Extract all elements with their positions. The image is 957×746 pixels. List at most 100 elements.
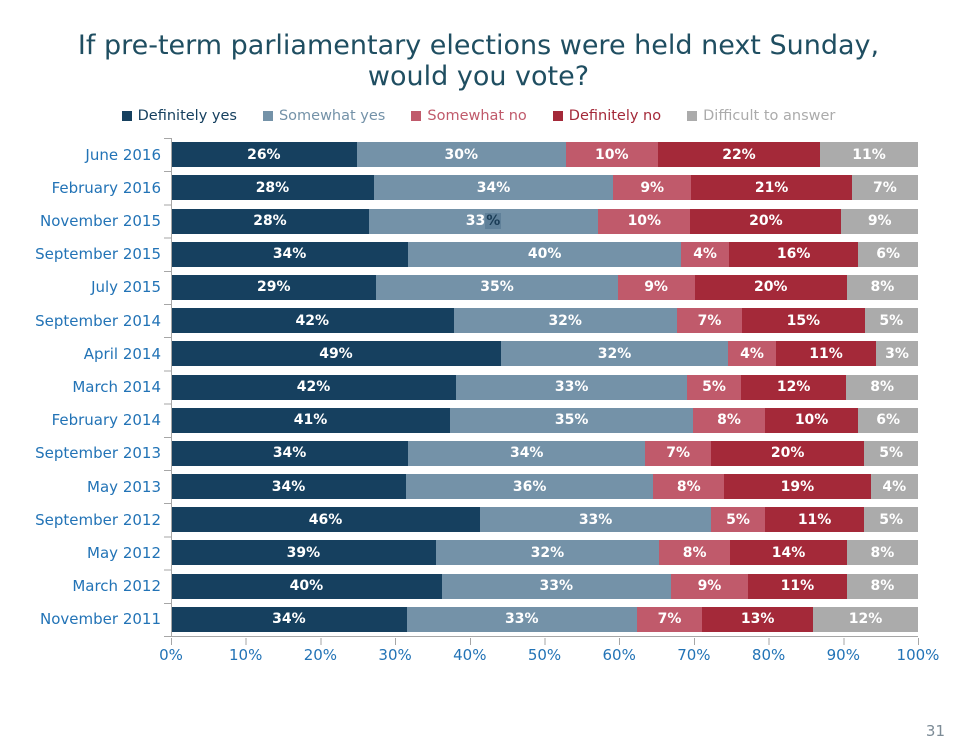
bar-segment: 40% <box>408 241 682 267</box>
bar-track: 34% 36% 8% 19% 4% <box>171 474 918 500</box>
x-axis-tick-label: 0% <box>159 646 183 665</box>
bar-value-label: 42% <box>295 312 330 329</box>
bar-value-label: 34% <box>476 179 511 196</box>
legend: Definitely yes Somewhat yes Somewhat no Def… <box>0 108 957 124</box>
bar-value-label: 20% <box>770 445 805 462</box>
bar-segment: 40% <box>171 573 442 599</box>
bar-value-label: 40% <box>289 578 324 595</box>
x-axis-tick-label: 50% <box>527 646 562 665</box>
bar-segment: 7% <box>851 175 918 201</box>
bar-segment: 11% <box>776 341 877 367</box>
bar-segment: 6% <box>858 241 919 267</box>
bar-segment: 34% <box>171 241 409 267</box>
bar-segment: 33% <box>456 374 688 400</box>
bar-segment: 6% <box>858 407 918 433</box>
bar-value-label: 8% <box>870 279 895 296</box>
bar-segment: 34% <box>171 474 407 500</box>
bar-track: 28% 33% 10% 20% 9% <box>171 208 919 234</box>
category-label: July 2015 <box>91 278 161 297</box>
bar-row: March 2014 42% 33% 5% 12% 8% <box>0 370 957 403</box>
x-axis <box>171 636 919 646</box>
bar-value-label: 33% <box>465 213 502 230</box>
x-axis-tick-label: 60% <box>602 646 636 665</box>
x-axis-tick-label: 100% <box>896 646 940 665</box>
category-label: April 2014 <box>83 344 161 363</box>
x-axis-tick-label: 70% <box>677 646 711 665</box>
bar-value-label: 49% <box>319 345 353 362</box>
bar-segment: 34% <box>408 440 646 466</box>
bar-track: 40% 33% 9% 11% 8% <box>171 573 918 599</box>
bar-track: 34% 34% 7% 20% 5% <box>171 440 918 466</box>
category-label: March 2012 <box>72 577 161 596</box>
category-label: September 2013 <box>35 444 161 463</box>
bar-value-label: 32% <box>597 345 632 362</box>
bar-segment: 8% <box>846 374 918 400</box>
category-label: March 2014 <box>72 378 161 396</box>
bar-segment: 13% <box>702 606 814 632</box>
bar-value-label: 6% <box>876 412 901 429</box>
bar-value-label: 8% <box>717 412 741 429</box>
bar-segment: 35% <box>450 407 694 433</box>
bar-segment: 11% <box>764 507 865 533</box>
bar-track: 34% 33% 7% 13% 12% <box>171 606 918 632</box>
bar-segment: 16% <box>728 241 859 267</box>
bar-value-label: 46% <box>308 511 343 528</box>
bar-segment: 34% <box>373 175 614 201</box>
bar-segment: 34% <box>171 440 409 466</box>
bar-row: February 2016 28% 34% 9% 21% 7% <box>0 171 957 204</box>
bar-value-label: 8% <box>870 379 895 395</box>
bar-value-label: 30% <box>444 146 478 163</box>
bar-segment: 7% <box>645 440 711 466</box>
bar-track: 42% 32% 7% 15% 5% <box>171 308 918 334</box>
bar-segment: 8% <box>659 540 731 566</box>
bar-value-label: 35% <box>480 279 514 296</box>
bar-segment: 49% <box>171 341 501 367</box>
highlighted-percent-sign: % <box>485 213 502 230</box>
bar-track: 41% 35% 8% 10% 6% <box>171 407 918 433</box>
bar-value-label: 5% <box>879 511 904 528</box>
category-label: November 2015 <box>40 212 161 231</box>
bar-segment: 11% <box>748 573 847 599</box>
legend-label: Definitely no <box>568 108 662 125</box>
bar-value-label: 15% <box>786 312 821 329</box>
category-label: September 2014 <box>35 311 161 330</box>
bar-row: May 2013 34% 36% 8% 19% 4% <box>0 470 957 503</box>
bar-value-label: 22% <box>722 146 756 163</box>
bar-segment: 46% <box>171 507 480 533</box>
bar-value-label: 8% <box>682 544 707 561</box>
bar-value-label: 40% <box>527 246 562 263</box>
bar-segment: 42% <box>171 308 454 334</box>
bar-segment: 9% <box>841 208 919 234</box>
bar-segment: 8% <box>693 407 765 433</box>
bar-value-label: 36% <box>512 478 547 495</box>
bar-segment: 30% <box>356 142 566 168</box>
bar-segment: 32% <box>435 540 660 566</box>
bar-segment: 32% <box>500 341 729 367</box>
chart-title-line2: would you vote? <box>367 61 590 93</box>
bar-value-label: 33% <box>505 611 539 628</box>
bar-segment: 3% <box>876 341 918 367</box>
bar-value-label: 5% <box>702 379 726 395</box>
legend-swatch <box>552 111 563 122</box>
bar-row: March 2012 40% 33% 9% 11% 8% <box>0 570 957 603</box>
bar-value-label: 33% <box>539 578 574 595</box>
legend-swatch <box>262 111 273 122</box>
bar-segment: 4% <box>870 474 918 500</box>
bar-track: 49% 32% 4% 11% 3% <box>171 341 918 367</box>
legend-swatch <box>121 111 132 122</box>
bar-value-label: 4% <box>693 246 717 263</box>
bar-segment: 5% <box>687 374 741 400</box>
bar-row: May 2012 39% 32% 8% 14% 8% <box>0 536 957 569</box>
bar-track: 39% 32% 8% 14% 8% <box>171 540 918 566</box>
bar-value-label: 19% <box>780 478 815 495</box>
x-axis-tick-label: 20% <box>303 646 338 665</box>
bar-segment: 33% <box>368 208 599 234</box>
bar-value-label: 32% <box>548 312 582 329</box>
slide: If pre-term parliamentary elections were… <box>0 30 957 740</box>
category-label: February 2014 <box>51 411 161 430</box>
bar-value-label: 14% <box>771 544 806 561</box>
bar-segment: 5% <box>864 507 918 533</box>
bar-segment: 28% <box>171 208 369 234</box>
bar-value-label: 10% <box>595 146 629 163</box>
bar-rows: June 2016 26% 30% 10% 22% 11% February 2016 28%… <box>0 138 957 636</box>
